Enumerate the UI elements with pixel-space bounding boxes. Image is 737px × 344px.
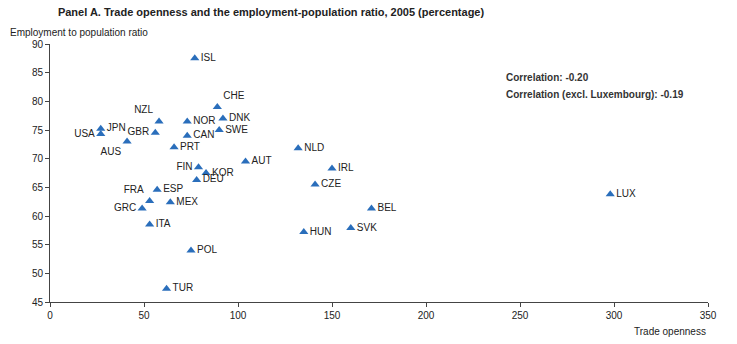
svg-text:GRC: GRC <box>114 202 136 213</box>
svg-text:ESP: ESP <box>163 183 183 194</box>
svg-text:85: 85 <box>32 67 44 78</box>
svg-text:350: 350 <box>700 310 717 321</box>
svg-text:NZL: NZL <box>134 104 153 115</box>
svg-text:Panel A. Trade openness and th: Panel A. Trade openness and the employme… <box>58 6 485 18</box>
svg-text:MEX: MEX <box>176 196 198 207</box>
svg-text:HUN: HUN <box>310 226 332 237</box>
svg-text:JPN: JPN <box>107 122 126 133</box>
svg-text:BEL: BEL <box>377 202 396 213</box>
svg-text:DEU: DEU <box>203 173 224 184</box>
svg-text:Employment to population ratio: Employment to population ratio <box>10 27 148 38</box>
svg-text:90: 90 <box>32 39 44 50</box>
svg-text:50: 50 <box>138 310 150 321</box>
svg-text:FRA: FRA <box>124 184 144 195</box>
svg-text:ITA: ITA <box>156 218 171 229</box>
svg-text:200: 200 <box>418 310 435 321</box>
svg-text:KOR: KOR <box>212 167 234 178</box>
svg-text:SWE: SWE <box>225 124 248 135</box>
svg-text:TUR: TUR <box>173 282 194 293</box>
svg-text:SVK: SVK <box>357 222 377 233</box>
svg-text:NLD: NLD <box>304 142 324 153</box>
svg-text:FIN: FIN <box>176 161 192 172</box>
svg-text:IRL: IRL <box>338 162 354 173</box>
svg-text:55: 55 <box>32 239 44 250</box>
svg-text:CZE: CZE <box>321 178 341 189</box>
svg-text:CAN: CAN <box>193 129 214 140</box>
svg-text:100: 100 <box>230 310 247 321</box>
svg-text:50: 50 <box>32 268 44 279</box>
svg-text:PRT: PRT <box>180 141 200 152</box>
svg-text:ISL: ISL <box>201 52 216 63</box>
svg-text:75: 75 <box>32 125 44 136</box>
svg-text:LUX: LUX <box>616 188 636 199</box>
svg-text:CHE: CHE <box>223 90 244 101</box>
svg-text:AUS: AUS <box>101 146 122 157</box>
svg-text:Correlation (excl. Luxembourg): Correlation (excl. Luxembourg): -0.19 <box>506 89 684 100</box>
svg-text:80: 80 <box>32 96 44 107</box>
svg-text:POL: POL <box>197 244 217 255</box>
svg-text:NOR: NOR <box>193 115 215 126</box>
svg-text:300: 300 <box>606 310 623 321</box>
svg-text:Correlation: -0.20: Correlation: -0.20 <box>506 72 589 83</box>
svg-text:45: 45 <box>32 297 44 308</box>
svg-text:USA: USA <box>74 128 95 139</box>
svg-text:AUT: AUT <box>252 155 272 166</box>
svg-text:GBR: GBR <box>128 126 150 137</box>
svg-text:Trade openness: Trade openness <box>634 326 706 337</box>
svg-text:70: 70 <box>32 153 44 164</box>
svg-text:60: 60 <box>32 211 44 222</box>
svg-text:0: 0 <box>47 310 53 321</box>
svg-text:DNK: DNK <box>229 112 250 123</box>
svg-text:65: 65 <box>32 182 44 193</box>
svg-text:150: 150 <box>324 310 341 321</box>
svg-text:250: 250 <box>512 310 529 321</box>
